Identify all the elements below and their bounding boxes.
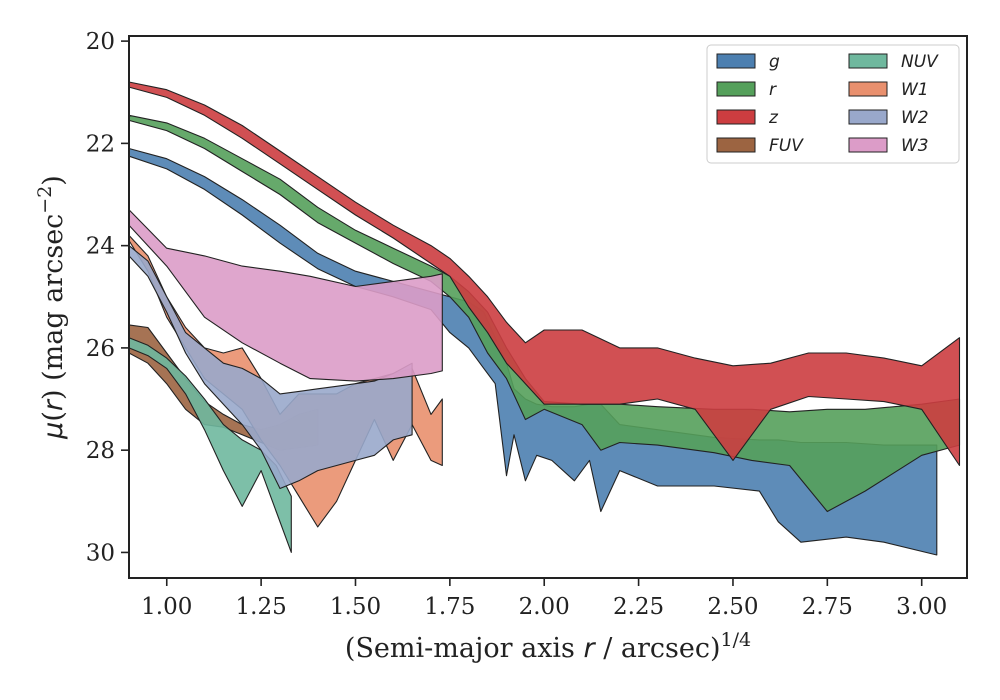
y-axis-label: μ(r) (mag arcsec−2)	[34, 175, 69, 440]
x-tick-label: 1.25	[236, 594, 287, 620]
legend: grz FUV NUV W1 W2 W3	[706, 44, 960, 164]
legend-swatch-w1	[848, 81, 888, 97]
legend-label-r: r	[769, 80, 777, 100]
x-tick-label: 2.25	[613, 594, 664, 620]
x-tick-label: 2.00	[519, 594, 570, 620]
legend-swatch-r	[716, 81, 756, 97]
series-bands	[128, 81, 961, 556]
legend-swatch-g	[716, 53, 756, 69]
legend-swatch-w2	[848, 109, 888, 125]
x-tick-label: 1.50	[330, 594, 381, 620]
y-tick-label: 28	[86, 438, 115, 464]
legend-swatch-z	[716, 109, 756, 125]
band-w2	[128, 245, 413, 490]
legend-label-nuv: NUV	[901, 52, 939, 72]
y-tick-label: 22	[86, 131, 115, 157]
legend-label-g: g	[769, 52, 780, 72]
band-nuv	[128, 337, 292, 553]
band-z	[128, 81, 961, 467]
y-tick-label: 30	[86, 540, 115, 566]
legend-swatch-nuv	[848, 53, 888, 69]
x-tick-label: 1.00	[141, 594, 192, 620]
legend-label-w1: W1	[901, 80, 929, 100]
legend-label-w3: W3	[901, 136, 929, 156]
x-tick-label: 1.75	[424, 594, 475, 620]
legend-label-w2: W2	[901, 108, 929, 128]
band-w3	[128, 209, 443, 382]
y-tick-label: 20	[86, 29, 115, 55]
legend-frame	[706, 44, 960, 164]
x-tick-label: 2.75	[802, 594, 853, 620]
legend-swatch-fuv	[716, 137, 756, 153]
x-tick-label: 3.00	[896, 594, 947, 620]
legend-label-fuv: FUV	[769, 136, 804, 156]
x-tick-label: 2.50	[707, 594, 758, 620]
plot-frame	[128, 35, 968, 579]
legend-swatch-w3	[848, 137, 888, 153]
y-tick-label: 24	[86, 234, 115, 260]
y-axis: 20 22 24 26 28 30	[86, 29, 129, 566]
legend-label-z: z	[768, 108, 779, 128]
x-axis-label: (Semi-major axis r / arcsec)1/4	[345, 629, 751, 664]
y-tick-label: 26	[86, 336, 115, 362]
x-axis: 1.00 1.25 1.50 1.75 2.00 2.25 2.50 2.75 3.00	[141, 578, 947, 620]
